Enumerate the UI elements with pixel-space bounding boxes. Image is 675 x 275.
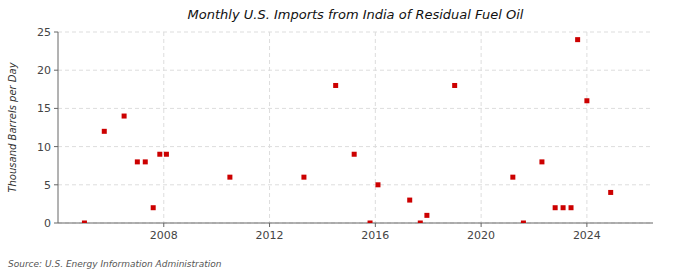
x-tick-label: 2024: [573, 229, 601, 242]
scatter-point: [82, 221, 87, 224]
y-tick: [54, 32, 58, 33]
ticks: 2008 2012 2016 2020 2024 0 5 10 15 20 25: [37, 26, 601, 242]
scatter-point: [584, 98, 589, 103]
x-grid-line: [481, 32, 482, 223]
points: [82, 37, 613, 223]
grid: [58, 32, 653, 223]
x-grid-line: [586, 32, 587, 223]
y-grid-line: [58, 32, 653, 33]
y-tick: [54, 70, 58, 71]
y-grid-line: [58, 146, 653, 147]
y-grid-line: [58, 108, 653, 109]
y-grid-line: [58, 184, 653, 185]
x-tick: [481, 223, 482, 227]
scatter-point: [521, 221, 526, 224]
x-tick: [269, 223, 270, 227]
scatter-point: [452, 83, 457, 88]
x-tick: [586, 223, 587, 227]
scatter-point: [539, 159, 544, 164]
chart-container: 2008 2012 2016 2020 2024 0 5 10 15 20 25 Monthly U.…: [0, 0, 675, 275]
y-tick: [54, 146, 58, 147]
y-grid-line: [58, 70, 653, 71]
scatter-point: [553, 205, 558, 210]
y-tick-label: 0: [44, 217, 51, 230]
y-axis-line: [58, 32, 59, 223]
x-tick-label: 2016: [361, 229, 389, 242]
scatter-point: [608, 190, 613, 195]
x-tick-label: 2020: [467, 229, 495, 242]
scatter-point: [575, 37, 580, 42]
scatter-point: [510, 175, 515, 180]
y-tick: [54, 223, 58, 224]
x-grid-line: [163, 32, 164, 223]
y-tick-label: 20: [37, 64, 51, 77]
scatter-point: [424, 213, 429, 218]
x-tick: [375, 223, 376, 227]
x-tick-label: 2008: [150, 229, 178, 242]
scatter-point: [407, 198, 412, 203]
scatter-point: [135, 159, 140, 164]
x-tick: [163, 223, 164, 227]
scatter-point: [375, 182, 380, 187]
scatter-point: [561, 205, 566, 210]
source-note: Source: U.S. Energy Information Administ…: [8, 259, 222, 269]
scatter-point: [122, 114, 127, 119]
scatter-point: [157, 152, 162, 157]
y-axis-label: Thousand Barrels per Day: [7, 61, 18, 192]
y-tick-label: 15: [37, 102, 51, 115]
scatter-point: [418, 221, 423, 224]
y-grid-line: [58, 223, 653, 224]
y-tick: [54, 108, 58, 109]
scatter-point: [164, 152, 169, 157]
x-grid-line: [375, 32, 376, 223]
scatter-point: [102, 129, 107, 134]
x-grid-line: [269, 32, 270, 223]
y-tick: [54, 184, 58, 185]
scatter-point: [368, 221, 373, 224]
scatter-point: [333, 83, 338, 88]
chart-svg: 2008 2012 2016 2020 2024 0 5 10 15 20 25 Monthly U.…: [0, 0, 675, 275]
y-tick-label: 10: [37, 141, 51, 154]
x-tick-label: 2012: [256, 229, 284, 242]
x-axis-line: [58, 223, 653, 224]
scatter-point: [143, 159, 148, 164]
scatter-point: [352, 152, 357, 157]
chart-title: Monthly U.S. Imports from India of Resid…: [188, 7, 524, 22]
scatter-point: [151, 205, 156, 210]
y-tick-label: 25: [37, 26, 51, 39]
scatter-point: [301, 175, 306, 180]
scatter-point: [227, 175, 232, 180]
y-tick-label: 5: [44, 179, 51, 192]
scatter-point: [569, 205, 574, 210]
